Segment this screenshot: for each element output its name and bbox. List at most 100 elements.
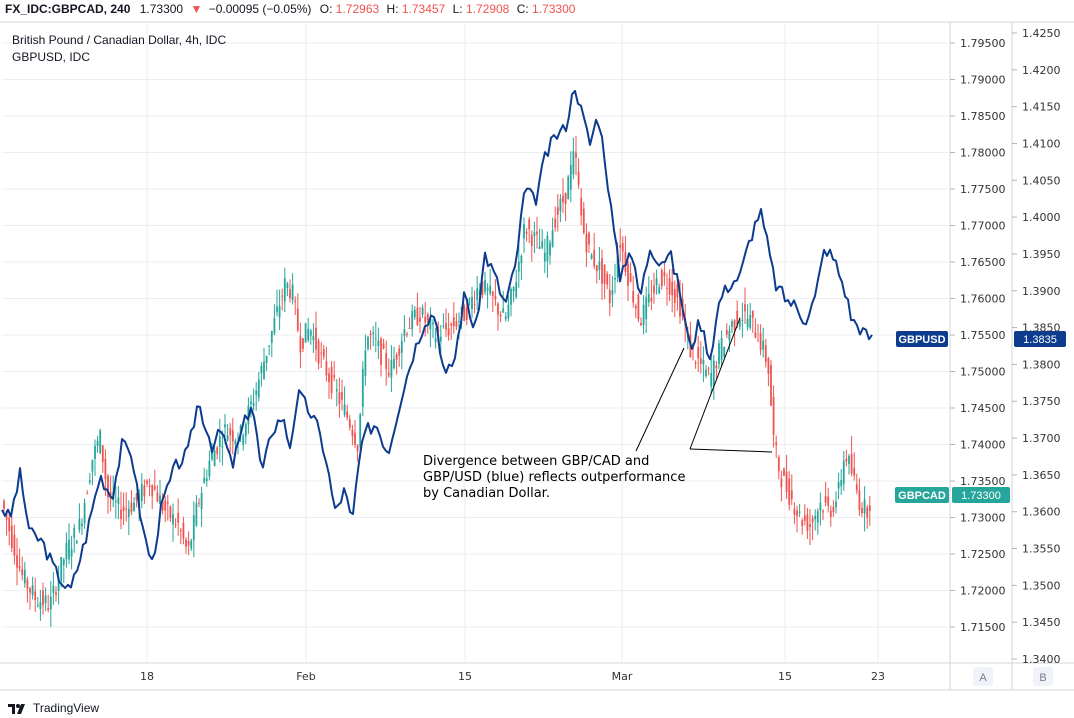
candle-body bbox=[434, 338, 437, 343]
candle-body bbox=[135, 493, 138, 501]
candle-body bbox=[458, 320, 460, 322]
candle-body bbox=[68, 539, 70, 560]
gbpusd-value-bg bbox=[1014, 331, 1066, 347]
candle-body bbox=[606, 273, 609, 285]
candle-body bbox=[486, 288, 489, 291]
candle-body bbox=[283, 278, 286, 302]
candle-body bbox=[86, 493, 89, 495]
candle-body bbox=[447, 328, 450, 336]
low-label: L: bbox=[453, 2, 463, 16]
time-axis[interactable]: 18 Feb 15 Mar 15 23 bbox=[140, 670, 885, 683]
gbpcad-value-bg bbox=[952, 487, 1010, 503]
candle-body bbox=[751, 310, 754, 318]
gbpcad-tick-label: 1.77500 bbox=[960, 183, 1006, 196]
gbpcad-price-axis[interactable]: 1.79500 1.79000 1.78500 1.78000 1.77500 1.770… bbox=[950, 37, 1006, 634]
candle-body bbox=[783, 468, 785, 476]
candle-body bbox=[484, 279, 486, 292]
candle-body bbox=[666, 287, 668, 289]
gbpcad-tick-label: 1.73500 bbox=[960, 475, 1006, 488]
candle-body bbox=[406, 333, 408, 335]
candle-body bbox=[252, 402, 255, 406]
candle-body bbox=[861, 508, 863, 514]
candle-body bbox=[640, 322, 642, 325]
candle-body bbox=[413, 309, 416, 318]
candle-body bbox=[827, 496, 830, 506]
candle-body bbox=[317, 340, 320, 364]
candle-body bbox=[855, 484, 858, 491]
legend-main[interactable]: British Pound / Canadian Dollar, 4h, IDC bbox=[12, 33, 226, 47]
candle-body bbox=[244, 424, 247, 437]
candle-body bbox=[156, 492, 159, 502]
gbpusd-tick-label: 1.4250 bbox=[1022, 27, 1061, 40]
candle-body bbox=[99, 430, 102, 454]
candle-body bbox=[320, 352, 323, 354]
candle-body bbox=[528, 219, 531, 230]
symbol-label[interactable]: FX_IDC:GBPCAD, 240 bbox=[5, 2, 131, 16]
candle-body bbox=[473, 304, 476, 306]
candle-body bbox=[26, 579, 29, 589]
candle-body bbox=[13, 534, 16, 556]
time-tick-label: 18 bbox=[140, 670, 154, 683]
candle-body bbox=[738, 319, 741, 327]
candle-body bbox=[387, 372, 390, 376]
header-bar[interactable]: FX_IDC:GBPCAD, 240 1.73300 ▼ −0.00095 (−… bbox=[5, 2, 576, 16]
candle-body bbox=[96, 440, 99, 447]
candle-body bbox=[822, 511, 824, 513]
candle-body bbox=[205, 478, 208, 482]
candle-body bbox=[177, 512, 180, 523]
candle-body bbox=[780, 478, 783, 488]
candle-body bbox=[151, 485, 154, 496]
candle-body bbox=[489, 285, 492, 294]
time-tick-label: 23 bbox=[871, 670, 885, 683]
candle-body bbox=[676, 284, 679, 298]
candle-body bbox=[814, 515, 817, 520]
candle-body bbox=[777, 456, 780, 472]
candle-body bbox=[450, 323, 453, 326]
candle-body bbox=[21, 568, 24, 576]
candle-body bbox=[164, 500, 167, 511]
candle-body bbox=[567, 176, 570, 200]
candle-body bbox=[476, 288, 479, 301]
annotation-text: Divergence between GBP/CAD and GBP/USD (… bbox=[423, 454, 685, 501]
candle-body bbox=[377, 340, 380, 347]
candle-body bbox=[863, 499, 866, 514]
legend-overlay[interactable]: GBPUSD, IDC bbox=[12, 50, 90, 64]
candle-body bbox=[650, 297, 653, 302]
candle-body bbox=[122, 506, 125, 511]
candle-body bbox=[707, 368, 710, 370]
tradingview-logo[interactable]: TradingView bbox=[8, 700, 99, 716]
candle-body bbox=[619, 245, 622, 248]
b-axis-button[interactable] bbox=[1033, 667, 1053, 686]
candle-body bbox=[754, 332, 757, 338]
candle-body bbox=[744, 304, 746, 312]
candle-body bbox=[569, 164, 572, 190]
candle-body bbox=[229, 428, 232, 436]
candle-body bbox=[455, 321, 458, 327]
candle-body bbox=[330, 366, 333, 394]
candle-body bbox=[187, 541, 190, 546]
candle-body bbox=[577, 171, 580, 185]
candle-body bbox=[720, 338, 723, 361]
candle-body bbox=[55, 592, 57, 596]
candle-body bbox=[299, 336, 302, 353]
candle-body bbox=[731, 321, 733, 327]
chart-canvas[interactable]: Divergence between GBP/CAD and GBP/USD (… bbox=[0, 0, 1074, 700]
gbpusd-tick-label: 1.3950 bbox=[1022, 248, 1061, 261]
candle-body bbox=[429, 318, 432, 330]
gbpusd-tick-label: 1.4200 bbox=[1022, 64, 1061, 77]
candle-body bbox=[42, 590, 44, 606]
candle-body bbox=[757, 340, 759, 342]
candle-body bbox=[673, 289, 676, 304]
candle-body bbox=[801, 520, 804, 526]
candle-body bbox=[270, 330, 273, 343]
gbpusd-price-axis[interactable]: 1.4250 1.4200 1.4150 1.4100 1.4050 1.4000 1.39… bbox=[1012, 27, 1061, 666]
gbpcad-tick-label: 1.78000 bbox=[960, 147, 1006, 160]
candle-body bbox=[785, 471, 788, 492]
gbpcad-tick-label: 1.75000 bbox=[960, 366, 1006, 379]
auto-scale-button[interactable] bbox=[973, 667, 993, 686]
candle-body bbox=[16, 555, 18, 568]
candle-body bbox=[81, 523, 83, 527]
candle-body bbox=[221, 445, 224, 448]
candle-body bbox=[517, 261, 520, 272]
gbpusd-tick-label: 1.4100 bbox=[1022, 137, 1061, 150]
